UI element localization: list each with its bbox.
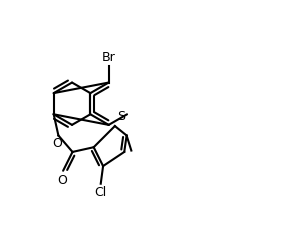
- Text: Cl: Cl: [95, 186, 107, 199]
- Text: Br: Br: [102, 51, 116, 64]
- Text: O: O: [57, 174, 67, 187]
- Text: O: O: [52, 137, 62, 150]
- Text: S: S: [117, 110, 125, 123]
